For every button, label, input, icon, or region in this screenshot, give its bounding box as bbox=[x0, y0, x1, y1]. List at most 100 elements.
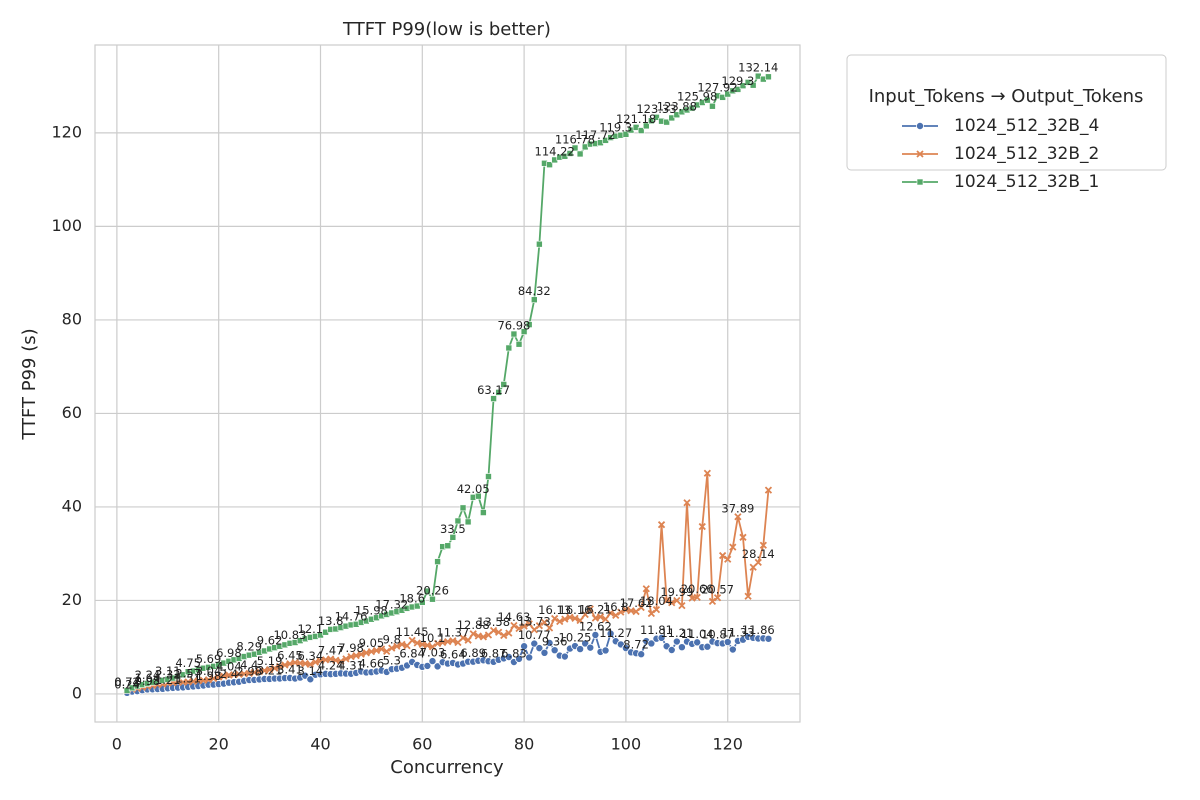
data-label: 42.05 bbox=[457, 482, 490, 496]
data-label: 7.98 bbox=[338, 641, 364, 655]
data-label: 6.84 bbox=[399, 646, 425, 660]
legend: Input_Tokens → Output_Tokens 1024_512_32… bbox=[846, 54, 1167, 192]
marker bbox=[637, 603, 645, 612]
data-label: 129.3 bbox=[721, 74, 754, 88]
marker bbox=[500, 631, 508, 640]
data-label: 6.98 bbox=[216, 646, 242, 660]
data-label: 11.45 bbox=[396, 625, 429, 639]
marker bbox=[663, 118, 670, 126]
marker bbox=[916, 150, 924, 158]
marker bbox=[734, 513, 742, 521]
data-label: 9.05 bbox=[359, 636, 385, 650]
marker bbox=[621, 644, 630, 653]
marker bbox=[764, 486, 773, 494]
data-label: 8.72 bbox=[623, 638, 649, 652]
marker bbox=[535, 622, 544, 630]
data-label: 1.21 bbox=[155, 673, 181, 687]
data-label: 11.21 bbox=[660, 626, 693, 640]
marker bbox=[530, 639, 539, 648]
marker bbox=[428, 643, 437, 651]
marker bbox=[729, 543, 737, 551]
data-label: 5.3 bbox=[383, 654, 401, 668]
marker bbox=[652, 605, 661, 614]
marker bbox=[657, 633, 666, 642]
marker bbox=[490, 395, 497, 402]
marker bbox=[377, 645, 386, 653]
data-label: 37.89 bbox=[721, 501, 754, 515]
marker bbox=[606, 629, 615, 638]
data-label: 3.11 bbox=[155, 664, 181, 678]
data-label: 121.18 bbox=[616, 112, 656, 126]
marker bbox=[662, 596, 671, 605]
marker bbox=[464, 636, 472, 644]
data-label: 11.33 bbox=[721, 625, 754, 639]
data-label: 2.24 bbox=[135, 668, 161, 682]
data-label: 1.98 bbox=[196, 669, 222, 683]
marker bbox=[433, 639, 442, 648]
marker bbox=[515, 654, 524, 663]
marker bbox=[327, 655, 335, 663]
marker bbox=[403, 642, 411, 650]
marker bbox=[916, 178, 924, 186]
marker bbox=[413, 602, 421, 610]
data-label: 10.87 bbox=[701, 628, 734, 642]
marker bbox=[739, 533, 747, 541]
marker bbox=[708, 597, 717, 606]
data-label: 0.72 bbox=[114, 675, 140, 689]
data-label: 3.14 bbox=[298, 664, 324, 678]
data-label: 4.75 bbox=[175, 656, 201, 670]
marker bbox=[693, 638, 702, 647]
data-label: 5.69 bbox=[196, 652, 222, 666]
data-label: 114.22 bbox=[535, 144, 575, 158]
marker bbox=[505, 629, 513, 637]
data-label: 19.99 bbox=[660, 585, 693, 599]
y-tick-label: 0 bbox=[72, 683, 82, 702]
marker bbox=[393, 642, 401, 650]
y-tick-label: 100 bbox=[51, 216, 82, 235]
data-label: 3.04 bbox=[196, 664, 222, 678]
data-label: 16.8 bbox=[603, 600, 629, 614]
marker bbox=[586, 605, 594, 613]
marker bbox=[428, 657, 437, 666]
data-label: 9.62 bbox=[257, 633, 283, 647]
marker bbox=[423, 661, 432, 670]
data-label: 10.77 bbox=[518, 628, 551, 642]
marker bbox=[286, 660, 294, 668]
data-label: 6.64 bbox=[440, 647, 466, 661]
y-axis-label: TTFT P99 (s) bbox=[19, 328, 40, 440]
marker bbox=[571, 144, 579, 152]
marker bbox=[622, 606, 630, 614]
marker bbox=[586, 643, 595, 652]
marker bbox=[525, 620, 533, 628]
data-label: 10.1 bbox=[420, 631, 446, 645]
data-label: 11.04 bbox=[681, 627, 714, 641]
data-label: 6.89 bbox=[460, 646, 486, 660]
marker bbox=[723, 638, 732, 647]
y-tick-label: 40 bbox=[62, 496, 82, 515]
marker bbox=[474, 632, 482, 640]
marker bbox=[347, 653, 355, 661]
marker bbox=[429, 595, 436, 603]
marker bbox=[418, 640, 426, 649]
marker bbox=[560, 652, 569, 661]
marker bbox=[474, 492, 482, 500]
marker bbox=[520, 622, 528, 630]
marker bbox=[612, 611, 620, 620]
marker bbox=[525, 653, 534, 662]
marker bbox=[545, 638, 554, 647]
data-label: 6.83 bbox=[501, 647, 527, 661]
marker bbox=[622, 131, 630, 138]
marker bbox=[464, 518, 472, 526]
x-tick-label: 20 bbox=[209, 735, 229, 754]
marker bbox=[749, 81, 757, 89]
data-label: 18.6 bbox=[399, 591, 425, 605]
grid: 0 20 40 60 80 100 120 0 20 40 60 80 100 120 bbox=[51, 45, 800, 754]
marker bbox=[469, 630, 477, 638]
data-label: 20.57 bbox=[701, 582, 734, 596]
marker bbox=[276, 662, 284, 670]
data-label: 10.83 bbox=[273, 628, 306, 642]
data-label: 20.26 bbox=[416, 584, 449, 598]
data-label: 119.3 bbox=[599, 121, 632, 135]
marker bbox=[408, 636, 416, 645]
data-label: 4.4 bbox=[240, 658, 258, 672]
